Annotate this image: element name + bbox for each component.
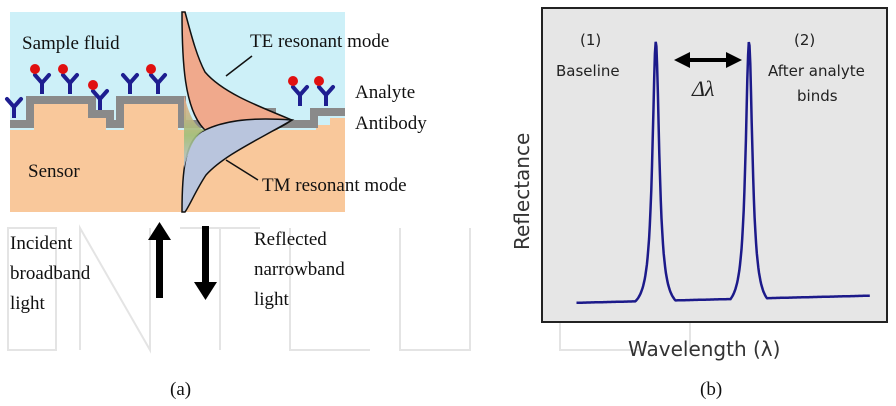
shift-label: Δλ: [691, 76, 714, 101]
mode-overlap: [184, 95, 205, 168]
antibody-label: Antibody: [355, 113, 427, 134]
antibody-icon: [121, 73, 139, 94]
te-leader-line: [225, 55, 253, 77]
x-axis-label: Wavelength (λ): [628, 337, 780, 361]
sample-fluid-label: Sample fluid: [22, 33, 120, 54]
reflectance-curve: [576, 41, 870, 305]
panel-a: Sample fluid Sensor TE resonant mode Ana…: [5, 11, 427, 400]
te-mode-label: TE resonant mode: [250, 31, 389, 52]
tm-leader-line: [225, 159, 259, 181]
incident-arrow: [148, 222, 171, 298]
caption-a: (a): [170, 379, 191, 400]
caption-b: (b): [700, 379, 722, 400]
y-axis-label: Reflectance: [510, 133, 534, 250]
peak2-label: After analyte binds: [768, 62, 870, 105]
antibody-icon: [317, 85, 335, 106]
analyte-icon: [288, 76, 298, 86]
antibody-icon: [5, 97, 23, 118]
panel-b: (1) Baseline (2) After analyte binds Δλ …: [510, 7, 888, 400]
peak2-number: (2): [794, 31, 815, 49]
antibody-icon: [291, 85, 309, 106]
analyte-icon: [146, 64, 156, 74]
antibody-group: [5, 64, 335, 118]
antibody-icon: [61, 73, 79, 94]
analyte-label: Analyte: [355, 82, 415, 103]
reflectance-plot: [576, 41, 870, 305]
antibody-icon: [91, 89, 109, 110]
incident-light-label: Incident broadband light: [10, 233, 95, 314]
reflected-light-label: Reflected narrowband light: [254, 229, 350, 310]
sensor-label: Sensor: [28, 161, 80, 182]
antibody-icon: [149, 73, 167, 94]
analyte-icon: [58, 64, 68, 74]
peak1-number: (1): [580, 31, 601, 49]
tm-mode-label: TM resonant mode: [262, 175, 407, 196]
antibody-icon: [33, 73, 51, 94]
analyte-icon: [88, 80, 98, 90]
analyte-icon: [314, 76, 324, 86]
reflected-arrow: [194, 226, 217, 300]
analyte-icon: [30, 64, 40, 74]
peak1-label: Baseline: [556, 62, 620, 80]
plot-frame: [541, 7, 888, 323]
